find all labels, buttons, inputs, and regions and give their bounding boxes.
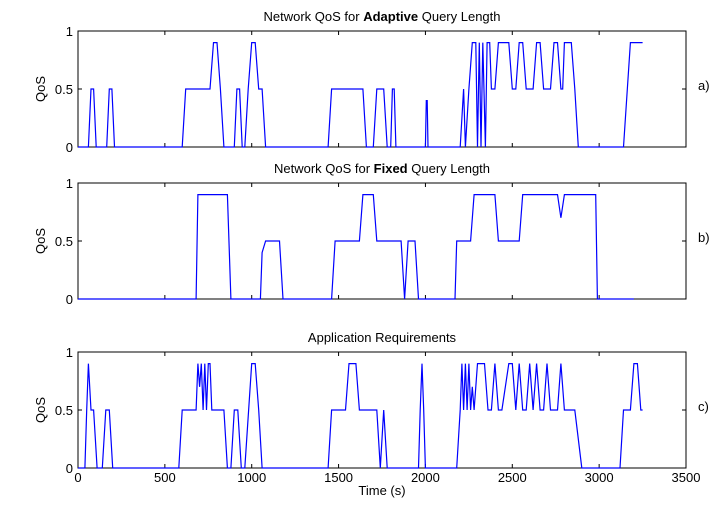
x-tick-label: 3500 <box>672 470 701 485</box>
x-tick-label: 2500 <box>498 470 527 485</box>
y-axis-label: QoS <box>33 397 48 423</box>
y-tick-label: 1 <box>66 345 73 360</box>
series-line <box>78 363 643 469</box>
x-tick-label: 0 <box>74 470 81 485</box>
y-tick-label: 1 <box>66 24 73 39</box>
panel-tag: c) <box>698 399 709 414</box>
y-tick-label: 0.5 <box>55 234 73 249</box>
x-tick-label: 2000 <box>411 470 440 485</box>
series-line <box>78 194 634 300</box>
y-axis-label: QoS <box>33 76 48 102</box>
chart-title: Network QoS for Fixed Query Length <box>274 161 490 176</box>
y-tick-label: 0.5 <box>55 403 73 418</box>
series-line <box>78 41 643 148</box>
x-tick-label: 1500 <box>324 470 353 485</box>
y-tick-label: 0 <box>66 292 73 307</box>
panel-tag: a) <box>698 78 710 93</box>
x-tick-label: 1000 <box>237 470 266 485</box>
chart-title-post: Query Length <box>418 9 500 24</box>
chart-title-bold: Fixed <box>374 161 408 176</box>
chart-title-pre: Network QoS for <box>264 9 364 24</box>
chart-title-bold: Adaptive <box>363 9 418 24</box>
chart-title-post: Query Length <box>408 161 490 176</box>
y-tick-label: 0 <box>66 461 73 476</box>
x-tick-label: 500 <box>154 470 176 485</box>
y-axis-label: QoS <box>33 228 48 254</box>
y-tick-label: 0 <box>66 140 73 155</box>
chart-title: Network QoS for Adaptive Query Length <box>264 9 501 24</box>
panel-tag: b) <box>698 230 710 245</box>
panel-b: 0 0.5 1 QoS Network QoS for Fixed Query Leng… <box>33 161 710 307</box>
x-axis-label: Time (s) <box>358 483 405 498</box>
y-tick-label: 1 <box>66 176 73 191</box>
panel-c: 0 500 1000 1500 2000 2500 3000 3500 0 0.5 1 QoS Appl… <box>33 330 709 485</box>
y-tick-label: 0.5 <box>55 82 73 97</box>
x-tick-label: 3000 <box>585 470 614 485</box>
plot-frame <box>77 351 687 469</box>
chart-title: Application Requirements <box>308 330 457 345</box>
panel-a: 0 0.5 1 QoS Network QoS for Adaptive Query L… <box>33 9 710 155</box>
chart-title-pre: Network QoS for <box>274 161 374 176</box>
